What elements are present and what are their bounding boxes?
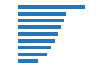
Bar [18,39,56,43]
Bar [18,19,64,22]
Bar [18,59,38,63]
Bar [18,53,48,56]
Bar [18,5,85,9]
Bar [18,32,58,36]
Bar [18,12,66,16]
Bar [18,46,52,49]
Bar [18,25,61,29]
